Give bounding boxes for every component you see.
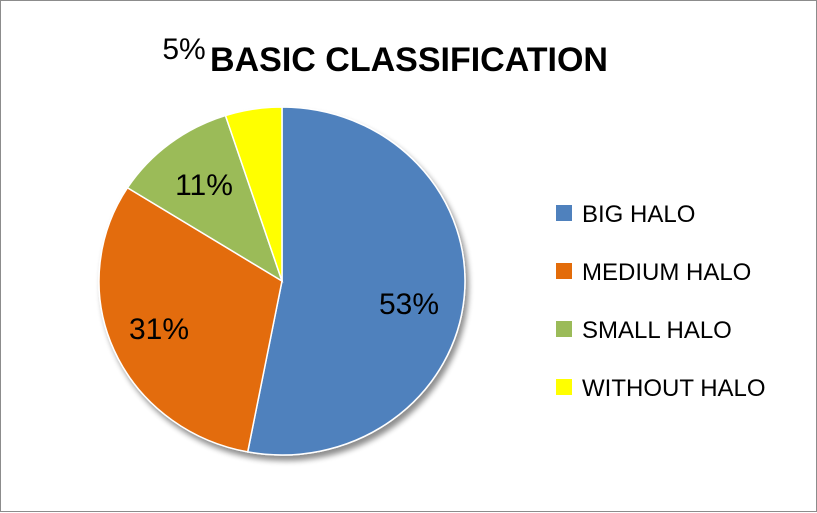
pie-slice-big-halo	[246, 106, 466, 456]
legend-swatch-medium-halo	[556, 263, 572, 279]
legend-swatch-big-halo	[556, 205, 572, 221]
legend-label-medium-halo: MEDIUM HALO	[582, 259, 751, 286]
data-label-without-halo: 5%	[162, 33, 205, 66]
legend-label-big-halo: BIG HALO	[582, 201, 695, 228]
data-label-big-halo: 53%	[379, 288, 439, 321]
pie-slices	[98, 106, 466, 456]
legend: BIG HALO MEDIUM HALO SMALL HALO WITHOUT HAL…	[556, 201, 766, 402]
legend-swatch-without-halo	[556, 379, 572, 395]
legend-label-without-halo: WITHOUT HALO	[582, 375, 766, 402]
data-label-small-halo: 11%	[175, 169, 233, 202]
legend-swatch-small-halo	[556, 321, 572, 337]
pie-data-labels: 53% 31% 11% 5%	[129, 33, 439, 346]
data-label-medium-halo: 31%	[129, 313, 189, 346]
pie-slice-small-halo	[126, 114, 284, 283]
legend-label-small-halo: SMALL HALO	[582, 317, 732, 344]
pie-slice-without-halo	[224, 106, 283, 282]
chart-title: BASIC CLASSIFICATION	[210, 41, 608, 79]
